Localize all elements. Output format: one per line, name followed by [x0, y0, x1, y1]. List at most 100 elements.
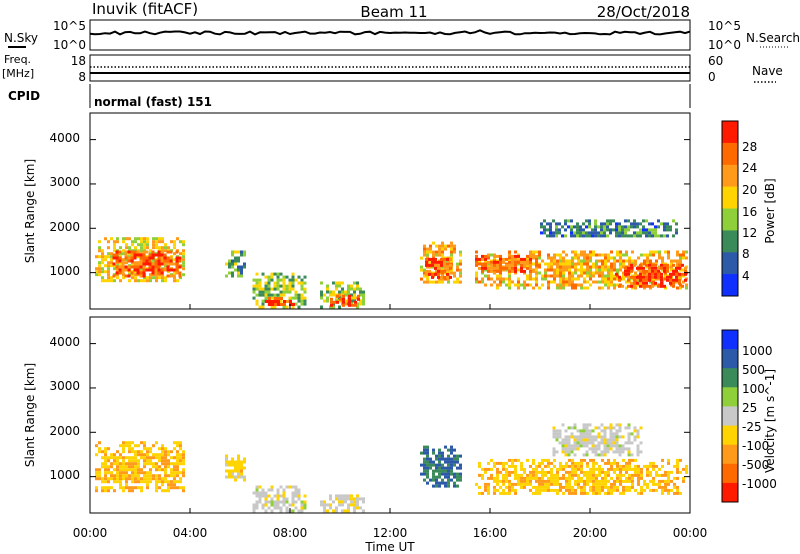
vel-cells-cell-3	[347, 494, 350, 498]
vel-cells-cell-5	[520, 461, 523, 465]
power-cells-cell-9	[598, 271, 601, 275]
vel-cells-cell-5	[499, 470, 502, 474]
vel-cells-cell-4	[444, 445, 447, 449]
power-cells-cell-9	[676, 250, 679, 254]
vel-cells-cell-0	[104, 477, 107, 481]
power-cells-cell-9	[586, 259, 589, 263]
vel-cells-cell-5	[556, 473, 559, 477]
vel-cells-cell-5	[589, 488, 592, 492]
vel-cells-cell-3	[341, 494, 344, 498]
power-cells-cell-7	[447, 280, 450, 284]
vel-cells-cell-4	[435, 466, 438, 470]
power-cells-cell-9	[568, 283, 571, 287]
vel-cells-cell-6	[552, 432, 556, 436]
vel-cells-cell-5	[607, 458, 610, 462]
vel-cells-cell-5	[550, 482, 553, 486]
power-cells-cell-8	[446, 272, 449, 276]
vel-cells-cell-5	[520, 479, 523, 483]
power-cells-cell-2	[228, 259, 231, 263]
power-cells-cell-9	[658, 250, 661, 254]
vel-cells-cell-1	[240, 472, 243, 476]
power-cells-cell-9	[589, 256, 592, 260]
power-cells-cell-2	[237, 271, 240, 275]
power-cells-cell-3	[264, 287, 268, 291]
power-cells-cell-11	[648, 284, 651, 288]
power-cells-cell-5	[335, 284, 338, 288]
power-cells-cell-9	[598, 265, 601, 269]
power-cells-cell-0	[167, 261, 170, 265]
power-cells-cell-9	[505, 268, 508, 272]
vel-cells-cell-5	[610, 488, 613, 492]
power-cells-cell-9	[643, 253, 646, 257]
vel-cells-cell-2	[255, 485, 259, 489]
vel-cells-cell-5	[592, 464, 595, 468]
vel-cells-cell-5	[523, 470, 526, 474]
vel-cells-cell-5	[589, 473, 592, 477]
power-cells-cell-12	[573, 225, 576, 229]
power-cells-cell-12	[546, 234, 549, 238]
power-cells-cell-0	[116, 261, 119, 265]
vel-cells-cell-2	[279, 506, 283, 510]
vel-cells-cell-0	[104, 471, 107, 475]
power-cells-cell-8	[431, 260, 434, 264]
vel-cells-cell-0	[122, 459, 125, 463]
power-cells-cell-1	[151, 271, 155, 275]
power-cells-cell-9	[643, 262, 646, 266]
vel-cells-cell-0	[128, 459, 131, 463]
power-cells-cell-9	[670, 259, 673, 263]
power-cells-cell-12	[624, 231, 627, 235]
power-cells-cell-0	[131, 261, 134, 265]
vel-cells-cell-5	[634, 464, 637, 468]
power-cells-cell-10	[517, 260, 520, 264]
vel-cells-cell-0	[146, 471, 149, 475]
power-cells-cell-9	[676, 253, 679, 257]
vel-cells-cell-5	[640, 488, 643, 492]
power-cells-cell-0	[95, 255, 98, 259]
power-cells-cell-10	[529, 266, 532, 270]
vel-cells-cell-6	[618, 450, 622, 454]
vel-cells-cell-5	[550, 476, 553, 480]
vel-cells-cell-3	[320, 500, 323, 504]
power-cells-cell-1	[178, 271, 182, 275]
power-cells-cell-0	[173, 246, 176, 250]
power-cells-cell-11	[678, 281, 681, 285]
power-cells-cell-9	[613, 259, 616, 263]
vel-cells-cell-5	[478, 485, 481, 489]
power-cells-cell-7	[435, 250, 438, 254]
power-cells-cell-1	[115, 253, 119, 257]
power-cells-cell-12	[636, 231, 639, 235]
vel-cells-cell-5	[574, 479, 577, 483]
vel-cells-cell-6	[561, 441, 565, 445]
vel-cells-cell-5	[652, 476, 655, 480]
power-cells-cell-0	[113, 249, 116, 253]
vel-cells-cell-2	[294, 500, 298, 504]
vel-cells-cell-0	[95, 471, 98, 475]
vel-cells-cell-5	[625, 467, 628, 471]
vel-cells-cell-4	[456, 466, 459, 470]
vel-cells-cell-4	[426, 457, 429, 461]
power-cells-cell-12	[552, 234, 555, 238]
power-cells-cell-9	[616, 277, 619, 281]
power-cells-cell-9	[538, 265, 541, 269]
vel-cells-cell-0	[170, 486, 173, 490]
vel-cells-cell-4	[438, 454, 441, 458]
vel-cells-cell-0	[182, 459, 185, 463]
vel-cells-cell-6	[564, 444, 568, 448]
vel-cells-cell-5	[631, 476, 634, 480]
power-cells-cell-3	[300, 278, 304, 282]
vel-cells-cell-5	[559, 461, 562, 465]
power-cells-cell-12	[618, 222, 621, 226]
vel-cells-cell-5	[598, 473, 601, 477]
power-cells-cell-4	[274, 297, 277, 300]
vel-cells-cell-6	[585, 426, 589, 430]
vel-cells-cell-0	[143, 453, 146, 457]
vel-cells-cell-5	[628, 476, 631, 480]
vel-cells-cell-5	[568, 482, 571, 486]
vel-cells-cell-1	[243, 478, 246, 482]
vel-cells-cell-0	[128, 447, 131, 451]
power-cells-cell-0	[158, 237, 161, 241]
power-cells-cell-11	[633, 281, 636, 285]
vel-cells-cell-5	[571, 461, 574, 465]
vel-cells-cell-5	[622, 464, 625, 468]
vel-cells-cell-4	[447, 469, 450, 473]
